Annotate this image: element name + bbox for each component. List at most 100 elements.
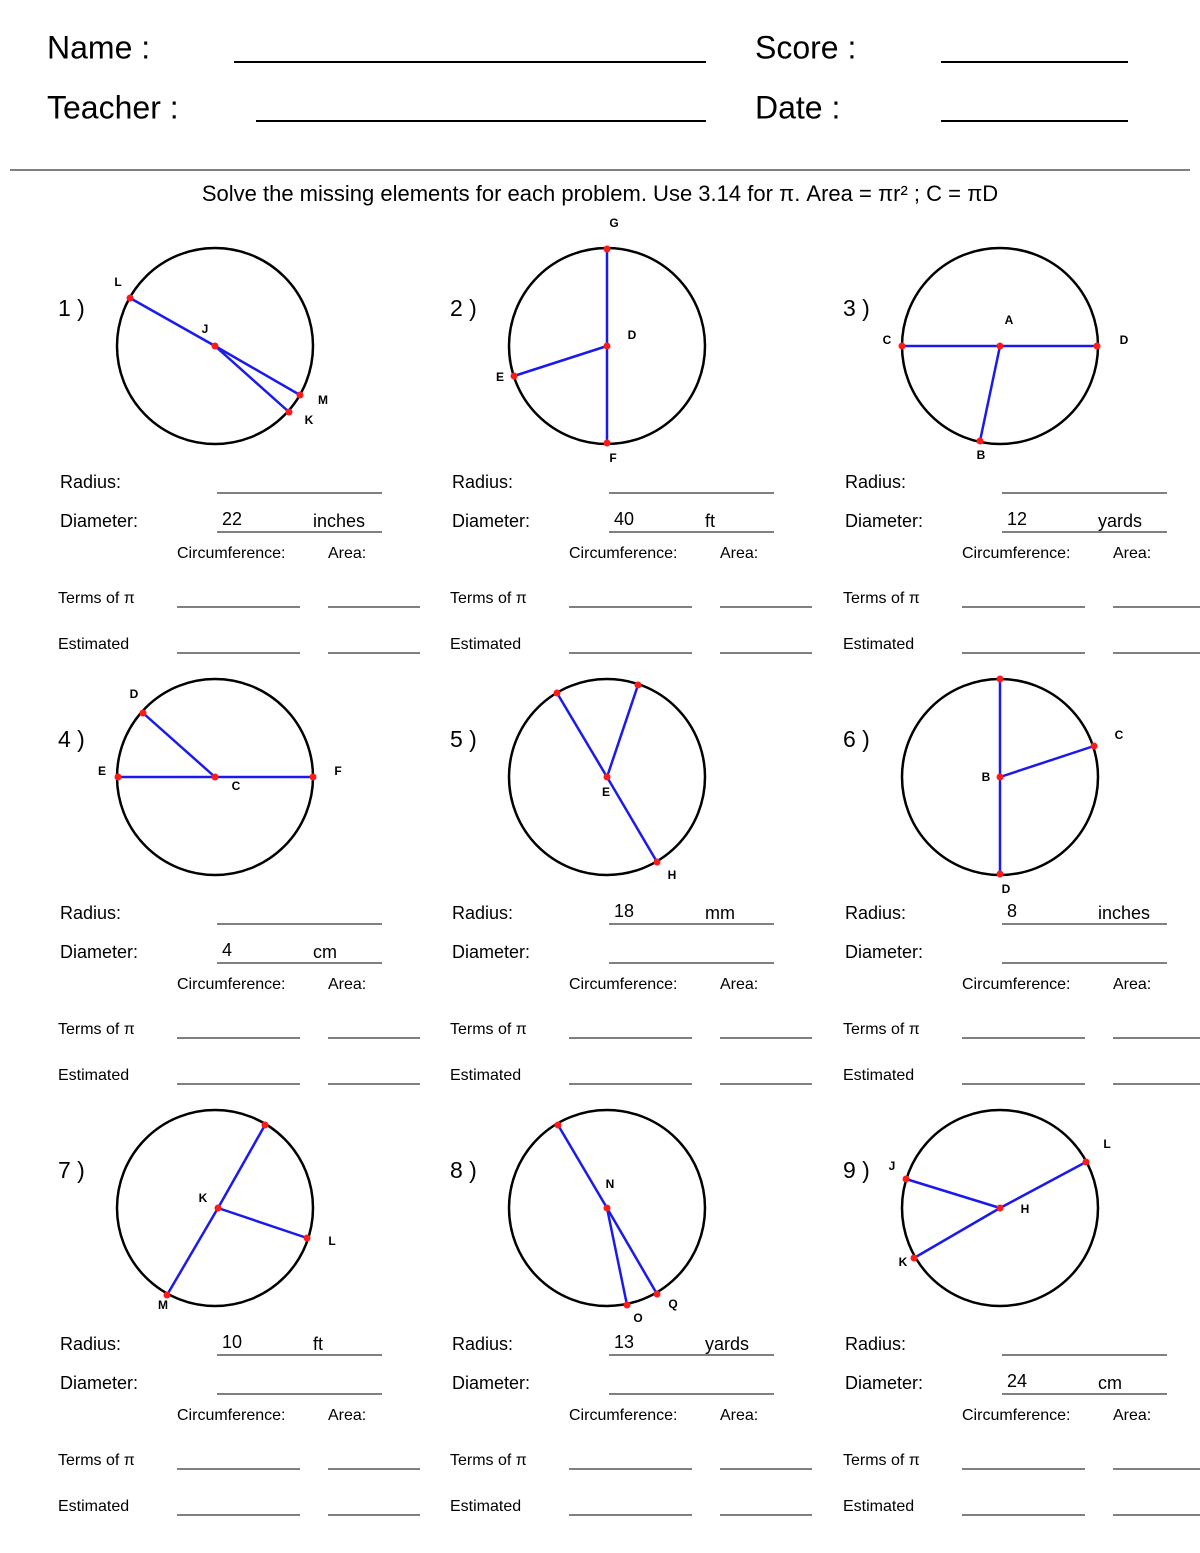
point (996, 342, 1004, 350)
point (510, 372, 518, 380)
point (603, 342, 611, 350)
area-header: Area: (328, 976, 366, 993)
point-label: L (328, 1234, 335, 1248)
estimated-label: Estimated (450, 636, 521, 653)
point-label: D (628, 328, 637, 342)
point (996, 870, 1004, 878)
radius-label: Radius: (845, 472, 906, 492)
segment (999, 744, 1095, 779)
name-label: Name : (47, 29, 150, 65)
radius-unit: yards (705, 1334, 749, 1354)
segment (978, 345, 1002, 442)
terms-label: Terms of π (58, 590, 135, 607)
point (285, 408, 293, 416)
radius-label: Radius: (845, 903, 906, 923)
segment (605, 1207, 659, 1295)
area-header: Area: (720, 1407, 758, 1424)
point (653, 1290, 661, 1298)
point-label: G (609, 216, 618, 230)
point-label: Q (668, 1297, 677, 1311)
point-label: B (977, 448, 986, 462)
segment (605, 684, 640, 778)
point-label: L (114, 275, 121, 289)
problem-number: 4 ) (58, 726, 85, 752)
point (996, 1204, 1004, 1212)
radius-label: Radius: (60, 1334, 121, 1354)
point-label: K (899, 1255, 908, 1269)
area-header: Area: (328, 545, 366, 562)
radius-label: Radius: (452, 1334, 513, 1354)
estimated-label: Estimated (450, 1067, 521, 1084)
point-label: B (982, 770, 991, 784)
circle (507, 1108, 707, 1308)
point (261, 1121, 269, 1129)
circumference-header: Circumference: (962, 545, 1070, 562)
estimated-label: Estimated (58, 1498, 129, 1515)
point-label: C (883, 333, 892, 347)
teacher-label: Teacher : (47, 89, 179, 125)
point-label: H (668, 868, 677, 882)
radius-value: 8 (1007, 901, 1017, 921)
point-label: D (130, 687, 139, 701)
point (910, 1254, 918, 1262)
point (603, 773, 611, 781)
point-label: O (633, 1311, 642, 1325)
segment (905, 1177, 1001, 1210)
radius-label: Radius: (452, 903, 513, 923)
segment (165, 1207, 220, 1296)
point-label: E (602, 785, 610, 799)
area-header: Area: (328, 1407, 366, 1424)
point (139, 709, 147, 717)
problem-number: 5 ) (450, 726, 477, 752)
diameter-label: Diameter: (845, 1373, 923, 1393)
terms-label: Terms of π (843, 1452, 920, 1469)
point-label: A (1005, 313, 1014, 327)
point-label: E (496, 370, 504, 384)
problem-number: 3 ) (843, 295, 870, 321)
point-label: E (98, 764, 106, 778)
segment (913, 1206, 1001, 1260)
point (309, 773, 317, 781)
terms-label: Terms of π (58, 1452, 135, 1469)
segment (556, 1124, 609, 1209)
point (114, 773, 122, 781)
problem-number: 2 ) (450, 295, 477, 321)
point (996, 675, 1004, 683)
point (211, 773, 219, 781)
estimated-label: Estimated (58, 1067, 129, 1084)
point (1093, 342, 1101, 350)
circumference-header: Circumference: (962, 976, 1070, 993)
radius-value: 13 (614, 1332, 634, 1352)
segment (214, 345, 290, 413)
point-label: F (609, 451, 616, 465)
point (623, 1301, 631, 1309)
radius-label: Radius: (60, 903, 121, 923)
circle (507, 677, 707, 877)
point-label: L (1103, 1137, 1110, 1151)
segment (605, 776, 659, 863)
point-label: F (334, 764, 341, 778)
point (653, 858, 661, 866)
segment (214, 344, 301, 397)
diameter-unit: yards (1098, 511, 1142, 531)
segment (999, 1160, 1087, 1210)
problem-number: 9 ) (843, 1157, 870, 1183)
point (902, 1175, 910, 1183)
point (603, 1204, 611, 1212)
point (554, 1121, 562, 1129)
estimated-label: Estimated (843, 1067, 914, 1084)
point-label: H (1021, 1202, 1030, 1216)
segment (217, 1206, 308, 1240)
diameter-value: 40 (614, 509, 634, 529)
diameter-label: Diameter: (845, 511, 923, 531)
segment (142, 712, 216, 778)
diameter-label: Diameter: (60, 942, 138, 962)
segment (605, 1207, 629, 1306)
diameter-label: Diameter: (452, 1373, 530, 1393)
point (603, 439, 611, 447)
point-label: K (305, 413, 314, 427)
area-header: Area: (720, 545, 758, 562)
segment (513, 344, 608, 378)
diameter-unit: cm (1098, 1373, 1122, 1393)
